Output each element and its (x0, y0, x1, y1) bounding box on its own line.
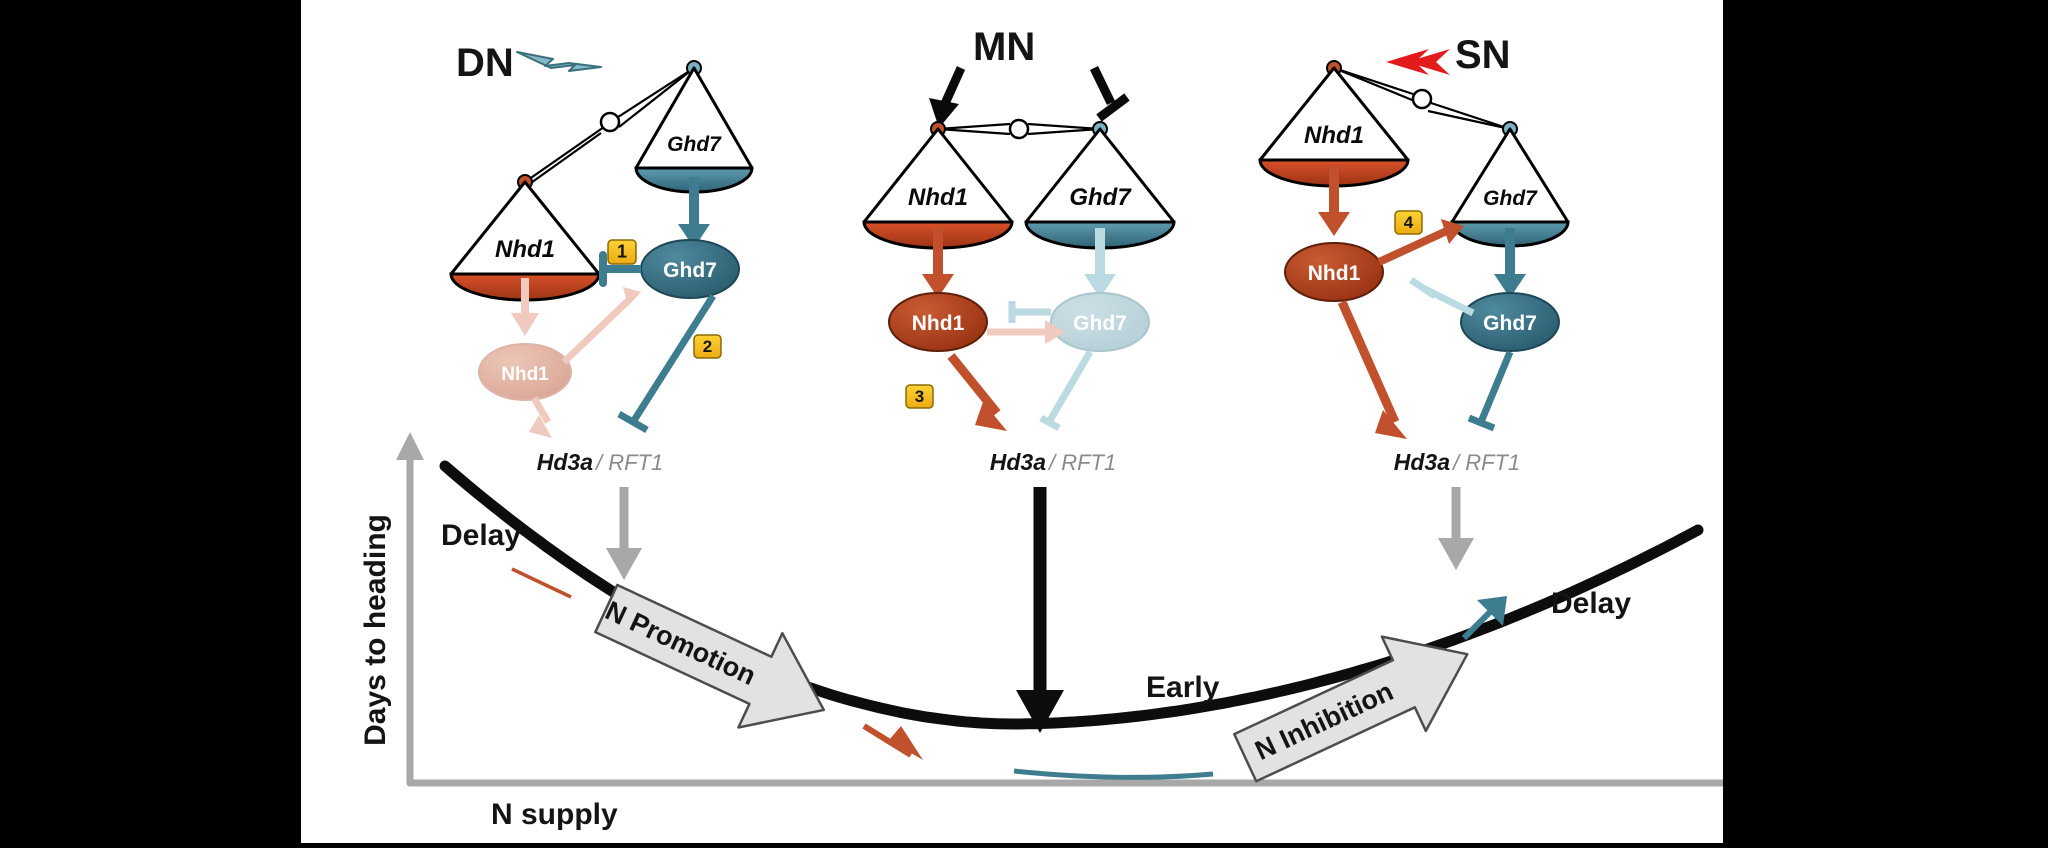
svg-text:Nhd1: Nhd1 (495, 236, 555, 263)
svg-text:Ghd7: Ghd7 (1069, 184, 1132, 211)
svg-text:Ghd7: Ghd7 (663, 259, 717, 282)
svg-text:/ RFT1: / RFT1 (594, 450, 663, 475)
svg-text:Days to heading: Days to heading (359, 514, 392, 746)
svg-text:DN: DN (456, 41, 514, 85)
svg-text:Nhd1: Nhd1 (908, 184, 968, 211)
svg-text:Early: Early (1146, 671, 1220, 704)
svg-text:Ghd7: Ghd7 (1483, 187, 1538, 210)
svg-text:Hd3a: Hd3a (1394, 449, 1450, 475)
svg-text:Delay: Delay (441, 519, 521, 552)
svg-text:SN: SN (1455, 33, 1511, 77)
svg-text:1: 1 (617, 242, 627, 262)
svg-text:Nhd1: Nhd1 (912, 312, 965, 335)
svg-text:Ghd7: Ghd7 (1073, 312, 1127, 335)
svg-text:Nhd1: Nhd1 (1308, 262, 1361, 285)
svg-text:Nhd1: Nhd1 (501, 364, 549, 385)
svg-text:Ghd7: Ghd7 (1483, 312, 1537, 335)
svg-text:4: 4 (1404, 213, 1414, 232)
svg-text:Hd3a: Hd3a (537, 449, 593, 475)
svg-text:Hd3a: Hd3a (990, 449, 1046, 475)
svg-text:N supply: N supply (491, 798, 618, 831)
svg-text:/ RFT1: / RFT1 (1047, 450, 1116, 475)
svg-text:Nhd1: Nhd1 (1304, 122, 1364, 149)
svg-text:/ RFT1: / RFT1 (1451, 450, 1520, 475)
svg-text:MN: MN (973, 25, 1035, 69)
svg-text:Ghd7: Ghd7 (667, 133, 722, 156)
svg-text:Delay: Delay (1551, 587, 1631, 620)
svg-text:2: 2 (703, 337, 712, 356)
svg-text:3: 3 (915, 387, 924, 406)
